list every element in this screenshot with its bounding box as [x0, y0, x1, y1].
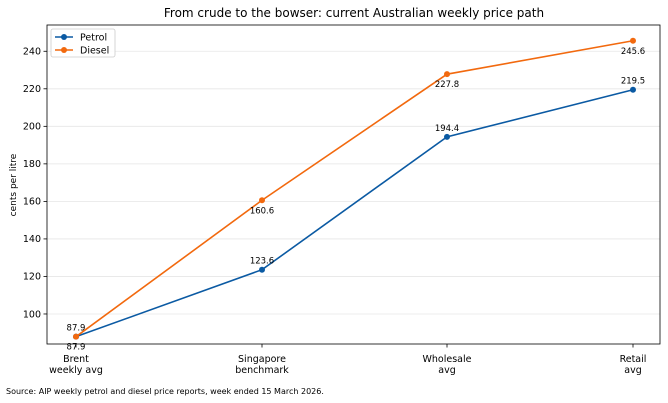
legend: Petrol Diesel: [50, 28, 116, 58]
legend-label-petrol: Petrol: [80, 33, 107, 44]
y-axis-label: cents per litre: [9, 153, 19, 216]
data-point-petrol: [259, 266, 265, 273]
series-line-petrol: [75, 88, 634, 338]
x-axis: Brent weekly avg Singapore benchmark Wholesa…: [49, 344, 646, 376]
legend-label-diesel: Diesel: [80, 46, 109, 57]
data-label-diesel: 227.8: [435, 80, 459, 90]
y-tick-label: 240: [23, 47, 41, 58]
data-label-petrol: 194.4: [435, 124, 459, 134]
chart-title: From crude to the bowser: current Austra…: [164, 6, 544, 20]
y-tick-label: 120: [23, 272, 41, 283]
x-tick-label: Wholesale avg: [423, 354, 472, 376]
series-group: 87.9 123.6 194.4 219.5 87.9 160.6 227.8 245.6: [67, 37, 645, 353]
y-tick-label: 200: [23, 122, 41, 133]
x-tick-label: Brent weekly avg: [49, 354, 103, 376]
data-point-diesel: [259, 197, 265, 204]
data-label-diesel: 160.6: [250, 206, 274, 216]
data-label-petrol: 123.6: [250, 257, 274, 267]
y-tick-label: 160: [23, 197, 41, 208]
gridlines: [47, 50, 660, 315]
data-label-diesel: 245.6: [621, 47, 645, 57]
y-tick-label: 140: [23, 234, 41, 245]
legend-swatch-marker: [61, 34, 67, 40]
data-point-diesel: [630, 37, 636, 44]
y-tick-label: 180: [23, 159, 41, 170]
plot-frame: [46, 24, 661, 345]
y-tick-label: 220: [23, 84, 41, 95]
data-point-diesel: [444, 71, 450, 78]
legend-swatch-marker: [61, 47, 67, 53]
series-line-diesel: [75, 39, 634, 338]
y-tick-label: 100: [23, 309, 41, 320]
y-axis: 100 120 140 160 180 200 220 240: [23, 47, 47, 320]
data-point-petrol: [444, 133, 450, 140]
data-point-petrol: [630, 86, 636, 93]
x-tick-label: Singapore benchmark: [235, 354, 289, 376]
source-note: Source: AIP weekly petrol and diesel pri…: [6, 387, 324, 396]
x-tick-label: Retail avg: [620, 354, 647, 376]
data-label-diesel: 87.9: [67, 343, 86, 353]
data-label-petrol: 87.9: [67, 324, 86, 334]
data-label-petrol: 219.5: [621, 77, 645, 87]
data-point-diesel: [73, 333, 79, 340]
